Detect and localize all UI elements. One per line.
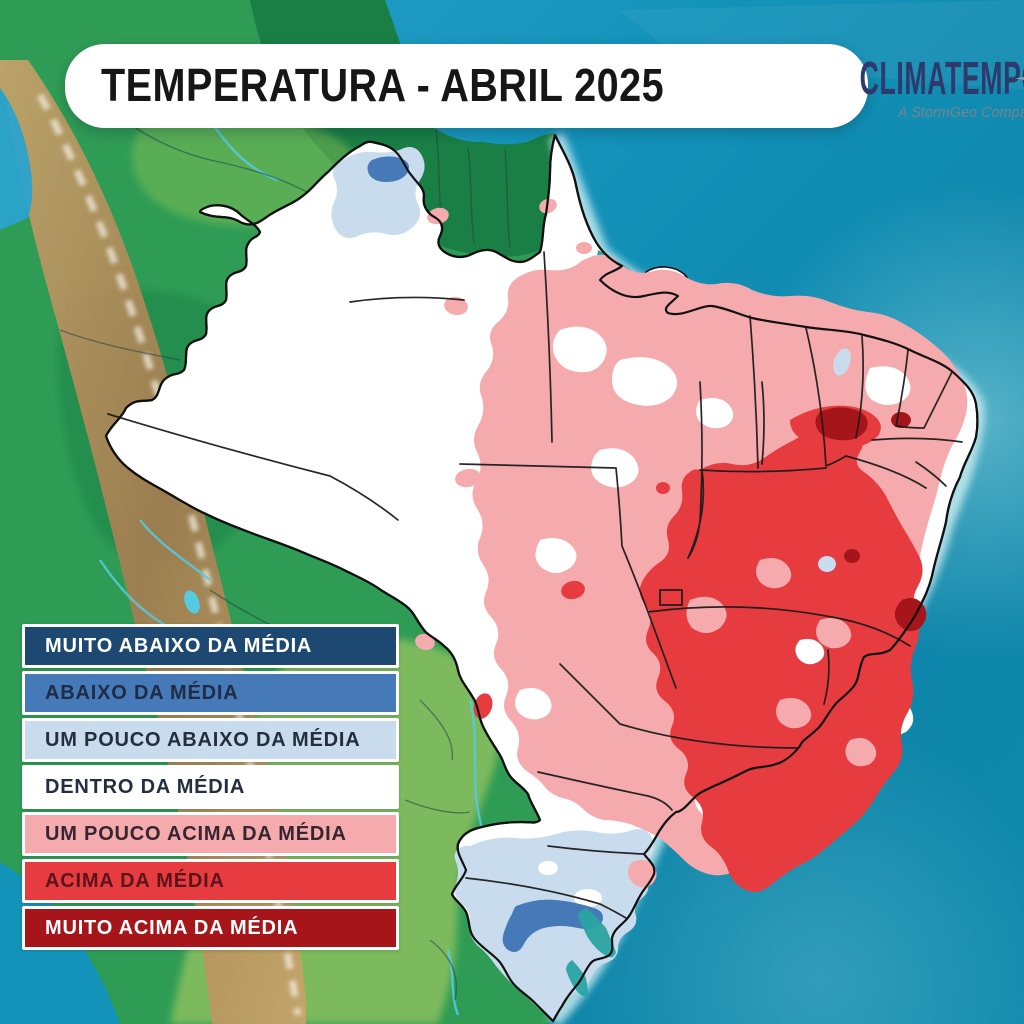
legend-item-um-pouco-abaixo: UM POUCO ABAIXO DA MÉDIA	[22, 718, 399, 762]
pink-speck	[415, 633, 435, 651]
blue-blob-roraima	[367, 156, 409, 182]
red-region	[639, 421, 923, 892]
dark-red-blob	[891, 412, 911, 428]
country-border	[429, 939, 457, 1001]
logo-tagline: A StormGeo Company	[897, 104, 1024, 121]
climatempo-logo: CLIMATEMPO A StormGeo Company	[727, 55, 1024, 121]
legend-item-muito-abaixo: MUITO ABAIXO DA MÉDIA	[22, 624, 399, 668]
temperature-anomaly-legend: MUITO ABAIXO DA MÉDIA ABAIXO DA MÉDIA UM…	[22, 624, 399, 953]
legend-item-um-pouco-acima: UM POUCO ACIMA DA MÉDIA	[22, 812, 399, 856]
pink-hole-in-red	[756, 558, 792, 589]
legend-item-muito-acima: MUITO ACIMA DA MÉDIA	[22, 906, 399, 950]
white-hole-in-blue	[538, 861, 558, 875]
legend-item-dentro: DENTRO DA MÉDIA	[22, 765, 399, 809]
coastal-lagoons	[566, 908, 616, 997]
page-title: TEMPERATURA - ABRIL 2025	[101, 59, 665, 112]
anomaly-above-layer	[473, 405, 923, 892]
dark-red-blob	[815, 407, 868, 441]
pink-hole-in-red	[816, 618, 852, 649]
white-hole-in-red	[795, 638, 825, 665]
lagoa-dos-patos	[578, 908, 616, 958]
red-speck	[656, 482, 670, 494]
legend-label: MUITO ACIMA DA MÉDIA	[45, 916, 299, 939]
pink-hole-in-red	[686, 596, 727, 633]
white-hole	[535, 538, 577, 573]
lightblue-speck	[833, 348, 851, 376]
river	[446, 949, 460, 1016]
legend-label: ABAIXO DA MÉDIA	[45, 681, 239, 704]
distrito-federal-border	[659, 589, 683, 606]
pink-hole-in-red	[845, 738, 877, 767]
pink-speck	[427, 207, 449, 225]
brazil-territory	[104, 133, 979, 1023]
red-speck	[561, 580, 585, 600]
legend-label: DENTRO DA MÉDIA	[45, 775, 246, 798]
brazil-national-border	[104, 133, 979, 1023]
lightblue-speck	[818, 556, 836, 572]
legend-item-acima: ACIMA DA MÉDIA	[22, 859, 399, 903]
white-hole	[696, 398, 734, 429]
legend-label: ACIMA DA MÉDIA	[45, 869, 225, 892]
anomaly-very-above-layer	[815, 407, 927, 632]
andes-snow-ridge	[36, 93, 302, 1016]
legend-label: UM POUCO ACIMA DA MÉDIA	[45, 822, 347, 845]
legend-label: MUITO ABAIXO DA MÉDIA	[45, 634, 313, 657]
white-hole	[865, 366, 911, 405]
blue-band-rio-grande	[502, 899, 603, 952]
country-border	[59, 329, 181, 361]
state-borders	[107, 251, 963, 919]
title-banner: TEMPERATURA - ABRIL 2025 CLIMATEMPO A St…	[65, 44, 1024, 128]
anomaly-below-layer	[367, 156, 603, 952]
logo-wordmark: CLIMATEMPO	[859, 52, 1024, 104]
country-border	[404, 699, 471, 814]
legend-item-abaixo: ABAIXO DA MÉDIA	[22, 671, 399, 715]
white-hole	[552, 326, 607, 373]
dark-red-blob	[844, 549, 860, 563]
pink-hole-in-red	[776, 698, 812, 729]
lake-titicaca	[184, 590, 200, 614]
white-hole	[612, 357, 678, 406]
river	[139, 519, 211, 581]
pink-speck	[576, 242, 592, 254]
logo-needle-icon	[1014, 75, 1024, 82]
pacific-ocean-north	[0, 88, 33, 230]
white-hole	[515, 688, 552, 720]
dark-red-blob	[894, 598, 927, 632]
lagoa-mirim	[566, 960, 588, 997]
river	[209, 119, 279, 182]
river	[99, 559, 166, 627]
legend-label: UM POUCO ABAIXO DA MÉDIA	[45, 728, 361, 751]
pink-speck	[455, 468, 481, 488]
pink-speck	[444, 296, 468, 316]
